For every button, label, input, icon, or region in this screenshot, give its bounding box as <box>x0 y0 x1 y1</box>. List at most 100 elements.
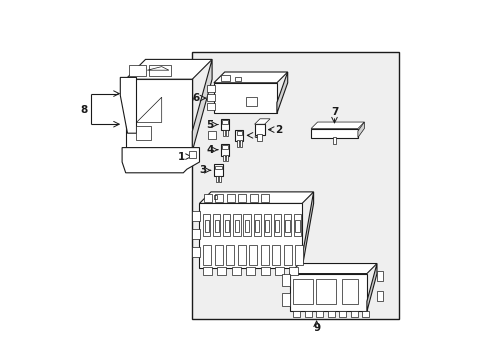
Bar <box>376 291 383 301</box>
Text: 9: 9 <box>312 323 320 333</box>
Bar <box>206 103 214 110</box>
Text: 2: 2 <box>275 125 282 135</box>
Bar <box>254 220 259 232</box>
Bar <box>206 85 214 92</box>
Bar <box>260 245 268 265</box>
Polygon shape <box>208 131 215 139</box>
Text: 5: 5 <box>206 120 213 130</box>
Bar <box>341 279 357 304</box>
Bar <box>223 214 230 236</box>
Bar <box>246 267 255 275</box>
Bar <box>261 194 269 202</box>
Bar <box>285 220 289 232</box>
Text: 1: 1 <box>178 152 185 162</box>
Bar <box>238 194 246 202</box>
Bar <box>275 220 279 232</box>
Bar <box>204 220 208 232</box>
Bar <box>221 144 228 156</box>
Bar <box>246 97 257 106</box>
Bar <box>236 131 242 135</box>
Bar <box>275 267 284 275</box>
Polygon shape <box>302 192 313 268</box>
Bar <box>350 311 357 317</box>
Bar <box>289 267 298 275</box>
Bar <box>240 140 242 147</box>
Bar <box>221 119 228 130</box>
Polygon shape <box>213 72 287 83</box>
Bar <box>192 247 200 257</box>
Bar <box>219 176 221 182</box>
Bar <box>206 94 214 101</box>
Bar <box>225 155 227 161</box>
Bar <box>263 214 270 236</box>
Bar <box>289 274 366 311</box>
Bar <box>203 214 210 236</box>
Polygon shape <box>199 192 313 203</box>
Polygon shape <box>125 59 212 79</box>
Bar <box>244 220 249 232</box>
Bar <box>316 279 336 304</box>
Bar <box>253 214 260 236</box>
Polygon shape <box>254 119 269 124</box>
Bar <box>224 220 228 232</box>
Bar <box>213 214 220 236</box>
Polygon shape <box>357 122 364 138</box>
Bar <box>233 214 240 236</box>
Bar <box>249 245 257 265</box>
Text: 8: 8 <box>81 105 88 115</box>
Bar <box>235 77 241 81</box>
Bar <box>243 214 250 236</box>
Bar <box>292 311 300 317</box>
Bar <box>203 245 211 265</box>
Bar <box>225 130 227 136</box>
Bar <box>192 229 200 239</box>
Bar <box>215 176 218 182</box>
Bar <box>283 214 290 236</box>
Bar <box>327 311 334 317</box>
Bar <box>222 120 227 124</box>
Bar <box>213 164 223 176</box>
Bar <box>283 245 291 265</box>
Bar <box>235 130 243 141</box>
Bar <box>310 129 357 138</box>
Bar <box>226 194 234 202</box>
Bar <box>221 75 230 81</box>
Bar <box>231 267 241 275</box>
Bar <box>237 140 239 147</box>
Bar <box>272 245 280 265</box>
Bar <box>192 211 200 221</box>
Bar <box>333 137 335 144</box>
Bar <box>282 274 289 286</box>
Bar <box>136 126 151 140</box>
Polygon shape <box>122 148 199 173</box>
Polygon shape <box>276 72 287 113</box>
Bar <box>203 194 211 202</box>
Text: 6: 6 <box>192 93 199 103</box>
Bar <box>273 214 280 236</box>
Bar <box>257 134 261 141</box>
Bar <box>129 65 145 76</box>
Text: 4: 4 <box>206 145 213 155</box>
Bar <box>215 194 223 202</box>
Text: 7: 7 <box>330 107 338 117</box>
Bar <box>192 52 399 319</box>
Bar <box>264 220 269 232</box>
Bar <box>316 311 323 317</box>
Bar <box>254 124 264 135</box>
Polygon shape <box>366 264 376 311</box>
Bar <box>125 79 192 151</box>
Text: 3: 3 <box>199 165 206 175</box>
Bar <box>295 220 299 232</box>
Bar <box>225 245 234 265</box>
Bar <box>376 271 383 281</box>
Bar <box>215 166 222 169</box>
Text: 5: 5 <box>252 130 260 140</box>
Bar <box>293 214 301 236</box>
Bar <box>339 311 346 317</box>
Bar <box>223 130 224 136</box>
Bar <box>237 245 245 265</box>
Bar <box>249 194 257 202</box>
Polygon shape <box>188 151 196 158</box>
Bar <box>223 155 224 161</box>
Bar <box>214 245 222 265</box>
